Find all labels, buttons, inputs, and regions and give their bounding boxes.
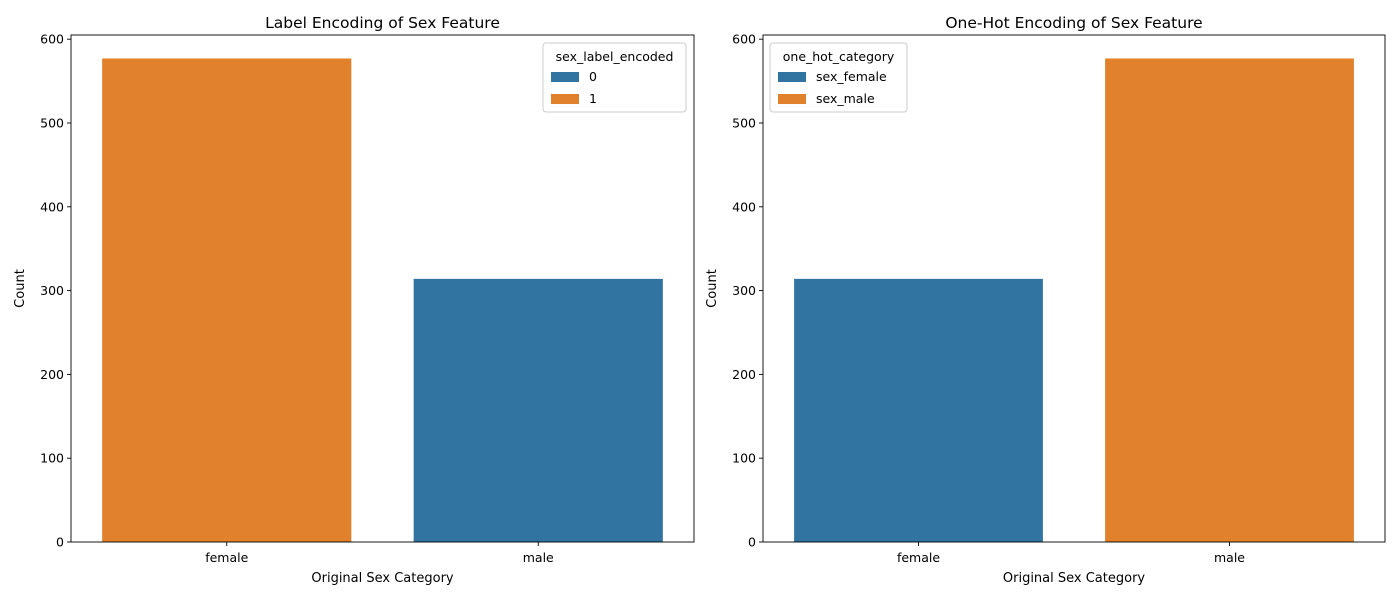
plot-frame [762,34,1386,543]
x-tick-label: female [205,550,248,565]
y-tick-label: 600 [732,32,756,47]
y-tick-label: 100 [732,451,756,466]
legend-swatch [778,94,806,104]
y-tick-label: 400 [732,199,756,214]
y-axis-label: Count [705,269,720,308]
plot-frame [70,34,695,543]
y-tick-label: 500 [40,115,64,130]
legend-swatch [778,72,806,82]
y-axis-label: Count [13,269,28,308]
y-tick-label: 0 [56,535,64,550]
x-tick-label: female [897,550,940,565]
y-tick-label: 400 [40,199,64,214]
bar-female [794,278,1043,542]
y-tick-label: 200 [732,367,756,382]
y-tick-label: 100 [40,451,64,466]
legend: sex_label_encoded 0 1 [542,42,687,113]
x-tick-label: male [1214,550,1245,565]
bar-male [1105,58,1354,542]
y-tick-label: 300 [40,283,64,298]
y-tick-label: 200 [40,367,64,382]
legend-title: sex_label_encoded [556,49,674,64]
bar-male [413,278,663,542]
legend-entry-label: 1 [589,91,597,106]
chart-title: Label Encoding of Sex Feature [265,14,500,32]
legend: one_hot_category sex_female sex_male [769,42,908,113]
legend-entry-label: 0 [589,69,597,84]
bar-female [102,58,352,542]
x-tick-label: male [523,550,554,565]
legend-swatch [551,72,579,82]
legend-entry-label: sex_male [816,91,875,106]
legend-entry-label: sex_female [816,69,887,84]
y-tick-label: 300 [732,283,756,298]
legend-swatch [551,94,579,104]
y-tick-label: 0 [748,535,756,550]
legend-title: one_hot_category [783,49,895,64]
y-tick-label: 500 [732,115,756,130]
right-chart-panel: 0 100 200 300 400 500 600 female male One-Hot Enc… [705,14,1386,586]
y-tick-label: 600 [40,32,64,47]
x-axis-label: Original Sex Category [1003,571,1146,586]
chart-title: One-Hot Encoding of Sex Feature [945,14,1202,32]
x-axis-label: Original Sex Category [311,571,454,586]
left-chart-panel: 0 100 200 300 400 500 600 female male Label Encod… [13,14,695,586]
